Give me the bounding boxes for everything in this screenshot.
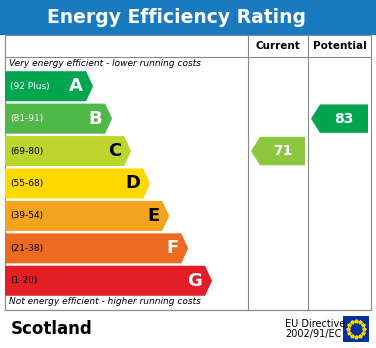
Text: 71: 71	[273, 144, 292, 158]
Text: Current: Current	[256, 41, 300, 51]
Bar	[0, 0, 376, 35]
Text: (92 Plus): (92 Plus)	[10, 82, 50, 91]
Polygon shape	[5, 201, 169, 231]
Text: F: F	[166, 239, 178, 258]
Polygon shape	[5, 266, 212, 296]
Text: Potential: Potential	[312, 41, 366, 51]
Text: Energy Efficiency Rating: Energy Efficiency Rating	[47, 8, 306, 27]
Text: Not energy efficient - higher running costs: Not energy efficient - higher running co…	[9, 297, 201, 306]
Text: 2002/91/EC: 2002/91/EC	[285, 329, 341, 339]
Text: EU Directive: EU Directive	[285, 319, 345, 329]
Text: A: A	[69, 77, 83, 95]
Text: (21-38): (21-38)	[10, 244, 43, 253]
Text: (39-54): (39-54)	[10, 212, 43, 220]
Polygon shape	[251, 137, 305, 165]
Text: Very energy efficient - lower running costs: Very energy efficient - lower running co…	[9, 59, 201, 68]
Text: (1-20): (1-20)	[10, 276, 37, 285]
Bar	[5, 35, 371, 310]
Text: Scotland: Scotland	[11, 320, 93, 338]
Text: (55-68): (55-68)	[10, 179, 43, 188]
Text: (81-91): (81-91)	[10, 114, 43, 123]
Polygon shape	[311, 104, 368, 133]
Text: (69-80): (69-80)	[10, 147, 43, 156]
Polygon shape	[5, 234, 188, 263]
Text: E: E	[147, 207, 159, 225]
Text: B: B	[88, 110, 102, 128]
Text: D: D	[125, 174, 140, 192]
Text: C: C	[108, 142, 121, 160]
Polygon shape	[5, 136, 131, 166]
Text: 83: 83	[334, 112, 354, 126]
Polygon shape	[5, 71, 93, 101]
Polygon shape	[5, 104, 112, 134]
Polygon shape	[5, 168, 150, 198]
Bar	[343, 316, 369, 342]
Text: G: G	[187, 272, 202, 290]
